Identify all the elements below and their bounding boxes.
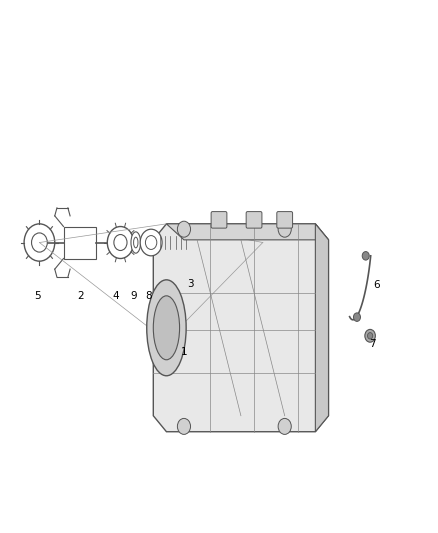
Circle shape (107, 227, 134, 259)
Circle shape (140, 229, 162, 256)
Circle shape (177, 221, 191, 237)
Text: 7: 7 (369, 339, 376, 349)
FancyBboxPatch shape (211, 212, 227, 228)
Circle shape (353, 313, 360, 321)
Circle shape (362, 252, 369, 260)
Circle shape (32, 233, 47, 252)
Text: 4: 4 (113, 291, 120, 301)
Circle shape (278, 221, 291, 237)
Polygon shape (166, 224, 328, 240)
Ellipse shape (134, 237, 138, 248)
Text: 5: 5 (34, 291, 41, 301)
Text: 2: 2 (78, 291, 85, 301)
FancyBboxPatch shape (159, 235, 255, 250)
Polygon shape (64, 227, 96, 259)
Polygon shape (153, 224, 328, 432)
FancyBboxPatch shape (277, 212, 293, 228)
FancyBboxPatch shape (246, 212, 262, 228)
Text: 8: 8 (145, 291, 152, 301)
Ellipse shape (147, 280, 186, 376)
Ellipse shape (131, 232, 141, 253)
Circle shape (160, 301, 173, 317)
Ellipse shape (153, 296, 180, 360)
Circle shape (24, 224, 55, 261)
Polygon shape (315, 224, 328, 432)
Circle shape (367, 333, 373, 339)
Circle shape (145, 236, 157, 249)
Text: 1: 1 (180, 347, 187, 357)
Circle shape (160, 344, 173, 360)
Text: 9: 9 (130, 291, 137, 301)
Text: 6: 6 (373, 280, 380, 290)
Circle shape (177, 418, 191, 434)
Text: 3: 3 (187, 279, 194, 288)
Circle shape (114, 235, 127, 251)
Circle shape (365, 329, 375, 342)
FancyBboxPatch shape (253, 238, 266, 247)
Circle shape (278, 418, 291, 434)
